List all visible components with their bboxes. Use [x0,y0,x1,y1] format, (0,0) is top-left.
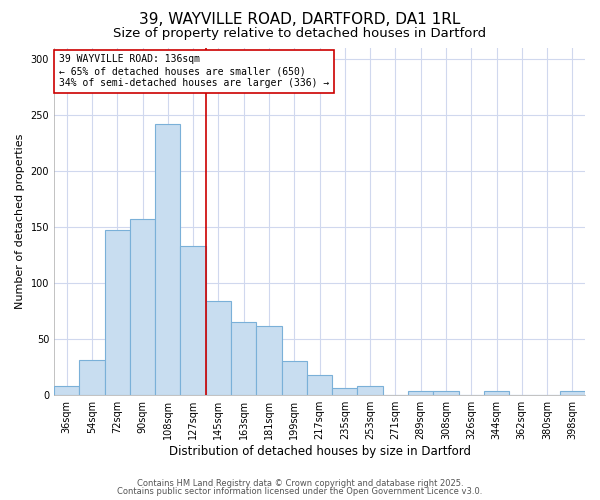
Bar [256,326,281,394]
Bar [281,361,307,394]
Text: 39, WAYVILLE ROAD, DARTFORD, DA1 1RL: 39, WAYVILLE ROAD, DARTFORD, DA1 1RL [139,12,461,28]
Bar [54,386,79,394]
Bar [484,392,509,394]
Text: Contains public sector information licensed under the Open Government Licence v3: Contains public sector information licen… [118,487,482,496]
Text: 39 WAYVILLE ROAD: 136sqm
← 65% of detached houses are smaller (650)
34% of semi-: 39 WAYVILLE ROAD: 136sqm ← 65% of detach… [59,54,329,88]
X-axis label: Distribution of detached houses by size in Dartford: Distribution of detached houses by size … [169,444,470,458]
Bar [206,300,231,394]
Bar [130,219,155,394]
Y-axis label: Number of detached properties: Number of detached properties [15,134,25,309]
Bar [332,388,358,394]
Bar [358,386,383,394]
Bar [433,392,458,394]
Bar [231,322,256,394]
Text: Contains HM Land Registry data © Crown copyright and database right 2025.: Contains HM Land Registry data © Crown c… [137,478,463,488]
Bar [104,230,130,394]
Bar [560,392,585,394]
Text: Size of property relative to detached houses in Dartford: Size of property relative to detached ho… [113,28,487,40]
Bar [307,374,332,394]
Bar [181,246,206,394]
Bar [79,360,104,394]
Bar [408,392,433,394]
Bar [155,124,181,394]
